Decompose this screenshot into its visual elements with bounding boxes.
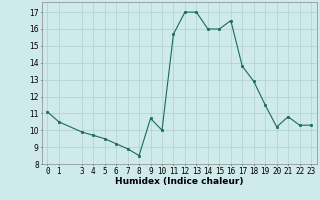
X-axis label: Humidex (Indice chaleur): Humidex (Indice chaleur) <box>115 177 244 186</box>
